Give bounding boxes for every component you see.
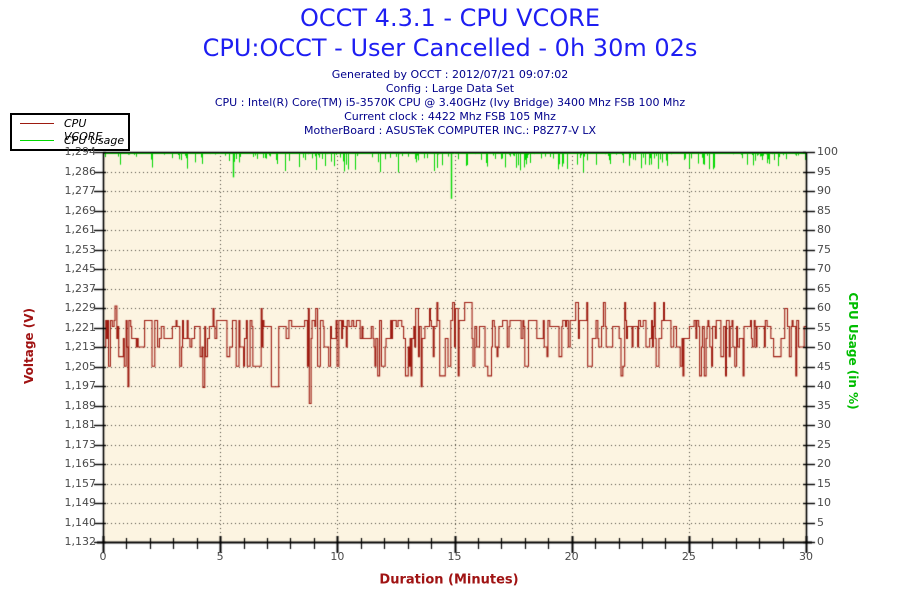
- cpu-vcore-line-sample: [20, 123, 54, 124]
- y-right-tick-label: 100: [817, 145, 838, 158]
- y-left-tick-label: 1,181: [64, 418, 97, 431]
- y-left-tick-label: 1,140: [64, 515, 97, 529]
- info-line-motherboard: MotherBoard : ASUSTeK COMPUTER INC.: P8Z…: [303, 124, 597, 137]
- y-right-tick-label: 35: [817, 398, 831, 412]
- y-left-tick-label: 1,173: [64, 437, 97, 451]
- page-title: OCCT 4.3.1 - CPU VCORE: [299, 4, 600, 32]
- x-tick-label: 15: [447, 550, 462, 563]
- y-left-tick-label: 1,221: [64, 320, 97, 334]
- y-right-tick-label: 80: [817, 223, 831, 236]
- x-tick-label: 20: [564, 550, 579, 563]
- y-right-tick-label: 50: [817, 340, 831, 353]
- y-right-tick-label: 40: [817, 379, 831, 392]
- y-left-tick-label: 1,229: [64, 301, 97, 314]
- y-right-tick-label: 60: [817, 301, 831, 314]
- y-left-tick-label: 1,132: [64, 535, 97, 548]
- y-left-tick-label: 1,165: [64, 457, 97, 470]
- y-right-tick-label: 30: [817, 418, 831, 431]
- y-left-tick-label: 1,277: [64, 184, 97, 197]
- y-left-tick-label: 1,197: [64, 379, 97, 392]
- y-left-tick-label: 1,245: [64, 262, 97, 275]
- x-axis-title: Duration (Minutes): [379, 572, 519, 588]
- y-left-tick-label: 1,286: [64, 164, 97, 178]
- legend-item-cpu-vcore: CPU VCORE: [12, 115, 128, 143]
- y-right-tick-label: 65: [817, 281, 831, 295]
- y-left-tick-label: 1,205: [64, 359, 97, 373]
- page-subtitle: CPU:OCCT - User Cancelled - 0h 30m 02s: [202, 34, 698, 62]
- y-right-tick-label: 15: [817, 476, 831, 490]
- chart-legend: CPU VCORE CPU Usage: [10, 113, 130, 151]
- y-left-tick-label: 1,261: [64, 223, 97, 236]
- info-line-generated: Generated by OCCT : 2012/07/21 09:07:02: [331, 68, 569, 81]
- y-right-tick-label: 95: [817, 164, 831, 178]
- info-line-cpu: CPU : Intel(R) Core(TM) i5-3570K CPU @ 3…: [214, 96, 686, 109]
- y-right-tick-label: 45: [817, 359, 831, 373]
- y-left-axis-title: Voltage (V): [22, 308, 36, 384]
- legend-label-cpu-usage: CPU Usage: [64, 134, 125, 147]
- x-tick-label: 10: [330, 550, 345, 563]
- y-right-tick-label: 5: [817, 515, 824, 529]
- y-right-tick-label: 10: [817, 496, 831, 509]
- y-right-tick-label: 25: [817, 437, 831, 451]
- y-right-tick-label: 70: [817, 262, 831, 275]
- y-left-tick-label: 1,294: [64, 145, 97, 158]
- y-left-tick-label: 1,189: [64, 398, 97, 412]
- y-left-tick-label: 1,149: [64, 496, 97, 509]
- info-line-config: Config : Large Data Set: [385, 82, 515, 95]
- x-tick-label: 30: [799, 550, 813, 563]
- y-right-tick-label: 85: [817, 203, 831, 217]
- y-left-tick-label: 1,253: [64, 242, 97, 256]
- legend-item-cpu-usage: CPU Usage: [12, 132, 128, 149]
- y-left-tick-label: 1,213: [64, 340, 97, 353]
- x-tick-label: 0: [99, 550, 107, 563]
- y-left-tick-label: 1,237: [64, 281, 97, 295]
- y-left-tick-label: 1,157: [64, 476, 97, 490]
- y-right-tick-label: 55: [817, 320, 831, 334]
- y-left-tick-label: 1,269: [64, 203, 97, 217]
- y-right-tick-label: 90: [817, 184, 831, 197]
- x-tick-label: 25: [681, 550, 696, 563]
- x-tick-label: 5: [216, 550, 224, 563]
- y-right-tick-label: 75: [817, 242, 831, 256]
- y-right-tick-label: 20: [817, 457, 831, 470]
- y-right-tick-label: 0: [817, 535, 824, 548]
- cpu-usage-line-sample: [20, 140, 54, 141]
- legend-label-cpu-vcore: CPU VCORE: [64, 117, 103, 143]
- info-line-clock: Current clock : 4422 Mhz FSB 105 Mhz: [344, 110, 556, 123]
